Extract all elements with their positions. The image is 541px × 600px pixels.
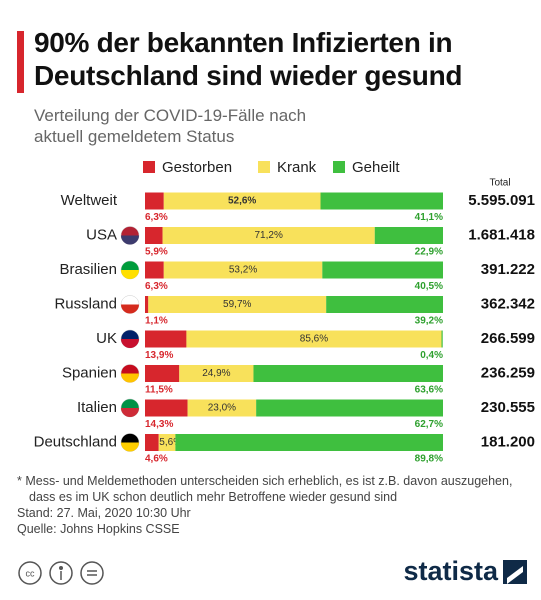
cc-icons: cc	[18, 561, 104, 585]
source: Quelle: Johns Hopkins CSSE	[17, 522, 180, 536]
bar-segment	[320, 192, 443, 210]
total-value: 266.599	[481, 330, 535, 347]
value-label: 6,3%	[145, 281, 168, 292]
flag	[121, 270, 139, 279]
date: Stand: 27. Mai, 2020 10:30 Uhr	[17, 506, 191, 520]
total-value: 391.222	[481, 261, 535, 278]
value-label: 23,0%	[208, 403, 236, 414]
legend-label: Geheilt	[352, 159, 400, 176]
value-label: 59,7%	[223, 299, 251, 310]
value-label: 14,3%	[145, 419, 173, 430]
bar-segment	[145, 365, 180, 382]
value-label: 13,9%	[145, 350, 173, 361]
total-value: 236.259	[481, 364, 535, 381]
bar-segment	[145, 227, 163, 244]
bar-segment	[374, 227, 443, 244]
flag	[121, 442, 139, 452]
category-label: Weltweit	[61, 192, 118, 209]
total-value: 230.555	[481, 399, 535, 416]
bar-segment	[148, 296, 327, 313]
brand: statista	[403, 556, 499, 586]
category-label: UK	[96, 330, 117, 347]
value-label: 40,5%	[415, 281, 443, 292]
value-label: 85,6%	[300, 334, 328, 345]
bar-segment	[163, 192, 321, 210]
category-label: Italien	[77, 399, 117, 416]
bar-segment	[253, 365, 443, 382]
bar-segment	[322, 261, 443, 279]
footer: * Mess- und Meldemethoden unterscheiden …	[17, 473, 532, 537]
legend-swatch	[258, 161, 270, 173]
bar-segment	[179, 365, 254, 382]
value-label: 4,6%	[145, 454, 168, 465]
brand-icon	[503, 560, 527, 584]
category-label: Spanien	[62, 364, 117, 381]
totals-header: Total	[489, 178, 510, 189]
value-label: 22,9%	[415, 247, 443, 258]
total-value: 362.342	[481, 295, 535, 312]
bar-segment	[145, 192, 164, 210]
value-label: 11,5%	[145, 385, 173, 396]
value-label: 71,2%	[254, 230, 282, 241]
value-label: 5,9%	[145, 247, 168, 258]
bar-segment	[163, 261, 323, 279]
value-label: 53,2%	[229, 265, 257, 276]
legend-label: Krank	[277, 159, 317, 176]
category-label: Russland	[54, 295, 117, 312]
flag	[121, 339, 139, 348]
flag	[121, 235, 139, 245]
value-label: 6,3%	[145, 212, 168, 223]
bar-segment	[175, 434, 443, 451]
bar-segment	[441, 330, 443, 348]
bar-segment	[187, 399, 257, 417]
flag	[121, 373, 139, 383]
bar-segment	[145, 296, 149, 313]
value-label: 0,4%	[420, 350, 443, 361]
flag	[121, 408, 139, 417]
value-label: 89,8%	[415, 454, 443, 465]
category-label: Brasilien	[59, 261, 117, 278]
legend-label: Gestorben	[162, 159, 232, 176]
value-label: 63,6%	[415, 385, 443, 396]
bar-segment	[256, 399, 443, 417]
footnote: * Mess- und Meldemethoden unterscheiden …	[17, 474, 513, 504]
bar-segment	[162, 227, 375, 244]
legend-swatch	[143, 161, 155, 173]
total-value: 181.200	[481, 433, 535, 450]
value-label: 52,6%	[228, 196, 256, 207]
bar-segment	[145, 434, 159, 451]
category-label: USA	[86, 226, 117, 243]
value-label: 39,2%	[415, 316, 443, 327]
value-label: 41,1%	[415, 212, 443, 223]
svg-text:cc: cc	[26, 568, 36, 578]
category-label: Deutschland	[34, 433, 117, 450]
value-label: 62,7%	[415, 419, 443, 430]
total-value: 1.681.418	[468, 226, 535, 243]
value-label: 24,9%	[202, 368, 230, 379]
chart-subtitle: Verteilung der COVID-19-Fälle nach aktue…	[34, 106, 307, 146]
legend-swatch	[333, 161, 345, 173]
bar-segment	[145, 261, 164, 279]
flag	[121, 304, 139, 314]
bar-segment	[326, 296, 443, 313]
bar-segment	[186, 330, 442, 348]
value-label: 1,1%	[145, 316, 168, 327]
bar-segment	[145, 399, 188, 417]
total-value: 5.595.091	[468, 192, 535, 209]
chart-title: 90% der bekannten Infizierten in Deutsch…	[34, 27, 463, 91]
value-label: 5,6%	[159, 437, 182, 448]
accent-bar	[17, 31, 24, 93]
bar-segment	[145, 330, 187, 348]
bar-segment	[158, 434, 176, 451]
